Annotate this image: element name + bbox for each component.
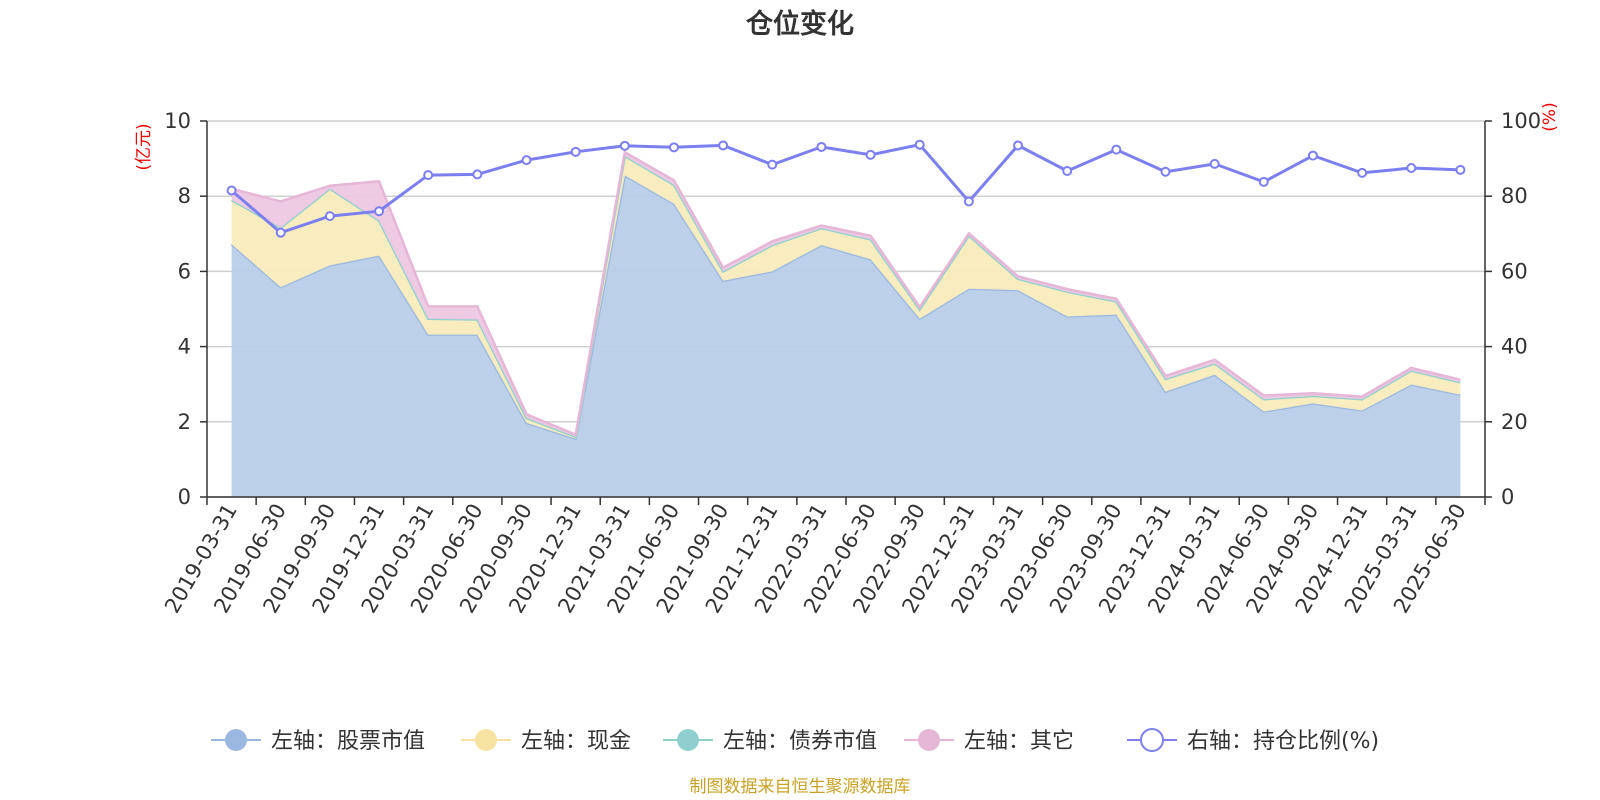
- legend-marker-1: [475, 729, 497, 751]
- left-axis-unit: (亿元): [134, 123, 154, 170]
- ratio-point: [1062, 166, 1073, 177]
- ratio-point: [472, 169, 483, 180]
- ratio-point: [668, 142, 679, 153]
- ratio-point: [619, 140, 630, 151]
- right-tick-label: 100: [1501, 109, 1541, 133]
- ratio-point: [1307, 150, 1318, 161]
- ratio-point: [1111, 144, 1122, 155]
- ratio-point: [914, 139, 925, 150]
- ratio-line: [226, 139, 1466, 238]
- ratio-point: [1455, 164, 1466, 175]
- ratio-point: [1013, 140, 1024, 151]
- area-fill-0: [231, 175, 1461, 497]
- stacked-areas: [230, 150, 1461, 497]
- ratio-point: [374, 206, 385, 217]
- legend-label-3: 左轴：其它: [964, 729, 1074, 754]
- legend-marker-4: [1140, 728, 1164, 752]
- left-tick-label: 0: [178, 485, 191, 509]
- area-line-3: [231, 150, 1461, 437]
- ratio-point: [1406, 163, 1417, 173]
- ratio-point: [718, 140, 729, 151]
- legend: 左轴：股票市值 左轴：现金 左轴：债券市值 左轴：其它 右轴：持仓比例(%): [211, 728, 1379, 754]
- legend-label-4: 右轴：持仓比例(%): [1187, 729, 1379, 754]
- left-tick-label: 2: [178, 410, 191, 434]
- legend-marker-0: [225, 729, 247, 751]
- legend-label-1: 左轴：现金: [521, 729, 631, 754]
- ratio-point: [423, 170, 434, 181]
- ratio-point: [570, 146, 581, 157]
- right-tick-label: 40: [1501, 335, 1528, 359]
- legend-marker-3: [918, 729, 940, 751]
- ratio-point: [1160, 166, 1171, 177]
- ratio-point: [521, 155, 532, 166]
- right-tick-label: 20: [1501, 410, 1528, 434]
- left-tick-label: 8: [178, 184, 191, 208]
- ratio-point: [324, 211, 335, 222]
- ratio-line-path: [230, 143, 1461, 235]
- ratio-point: [816, 141, 827, 152]
- left-tick-label: 6: [178, 259, 191, 283]
- left-tick-label: 4: [178, 335, 191, 359]
- area-fill-1: [231, 156, 1461, 439]
- right-tick-label: 0: [1501, 485, 1514, 509]
- legend-label-0: 左轴：股票市值: [271, 729, 425, 754]
- ratio-point: [767, 159, 778, 170]
- right-tick-label: 80: [1501, 184, 1528, 208]
- ratio-point: [1258, 176, 1269, 187]
- ratio-point: [275, 227, 286, 238]
- left-tick-label: 10: [164, 109, 191, 133]
- right-tick-label: 60: [1501, 259, 1528, 283]
- legend-marker-2: [677, 729, 699, 751]
- ratio-point: [865, 149, 876, 160]
- legend-label-2: 左轴：债券市值: [723, 729, 877, 754]
- ratio-point: [1209, 158, 1220, 169]
- ratio-point: [963, 196, 974, 207]
- chart-title: 仓位变化: [745, 8, 854, 40]
- footer-source: 制图数据来自恒生聚源数据库: [690, 777, 911, 797]
- ratio-point: [1357, 167, 1368, 178]
- ratio-point: [226, 185, 237, 196]
- right-axis-unit: (%): [1540, 102, 1560, 131]
